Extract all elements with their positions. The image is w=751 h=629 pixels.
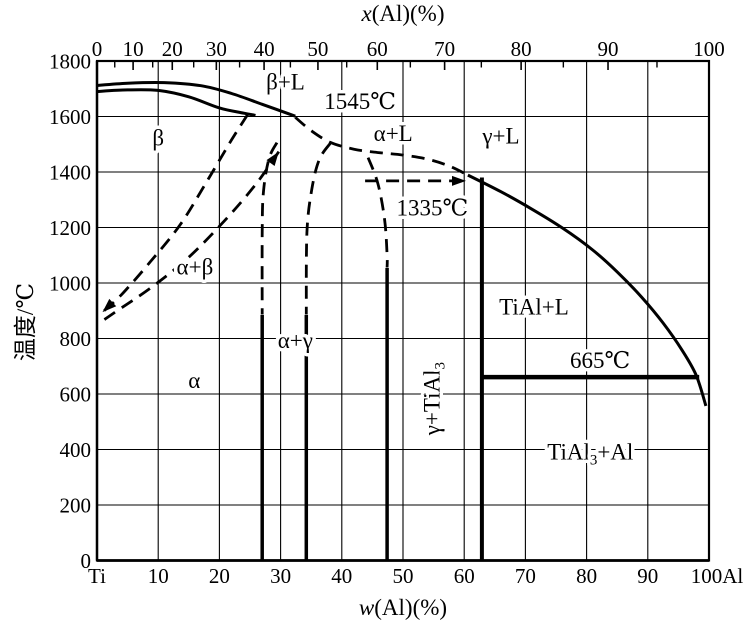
phase-label: 1335℃ xyxy=(397,196,469,221)
left-tick-label: 200 xyxy=(60,494,92,518)
gamma-dome-mid-dashed xyxy=(304,142,332,315)
left-tick-label: 800 xyxy=(60,327,92,351)
top-axis-title: x(Al)(%) xyxy=(97,1,709,27)
bottom-tick-label: 50 xyxy=(393,564,414,588)
phase-label: α+β xyxy=(177,254,214,279)
bottom-tick-label: 60 xyxy=(454,564,475,588)
bottom-axis-title: w(Al)(%) xyxy=(97,595,709,621)
top-tick-label: 0 xyxy=(92,37,103,61)
alpha-beta-upper-dashed xyxy=(101,113,249,314)
liquidus-beta xyxy=(96,80,296,118)
phase-label: α+γ xyxy=(278,328,313,353)
phase-label: γ+TiAl3 xyxy=(420,362,449,436)
bottom-tick-label: 20 xyxy=(209,564,230,588)
liquidus-mid-dashed xyxy=(294,116,469,177)
left-tick-label: 1400 xyxy=(49,161,91,185)
phase-label: 665℃ xyxy=(570,348,630,373)
arrow-beta-transus-end xyxy=(102,298,117,313)
top-tick-label: 70 xyxy=(434,37,455,61)
gamma-dome-right-dashed xyxy=(366,157,389,268)
left-tick-label: 400 xyxy=(60,438,92,462)
top-tick-label: 100 xyxy=(693,37,725,61)
top-tick-label: 20 xyxy=(162,37,183,61)
top-axis-variable: x xyxy=(361,1,372,26)
top-tick-label: 90 xyxy=(598,37,619,61)
bottom-axis-units: (Al)(%) xyxy=(374,595,448,620)
top-tick-label: 30 xyxy=(206,37,227,61)
left-tick-label: 600 xyxy=(60,383,92,407)
left-tick-label: 1200 xyxy=(49,216,91,240)
top-tick-label: 10 xyxy=(123,37,144,61)
left-tick-label: 1800 xyxy=(49,50,91,74)
bottom-tick-label: Ti xyxy=(88,564,106,588)
top-axis-units: (Al)(%) xyxy=(371,1,445,26)
bottom-tick-label: 100Al xyxy=(691,564,744,588)
bottom-tick-label: 80 xyxy=(576,564,597,588)
left-tick-label: 0 xyxy=(81,549,92,573)
phase-label: TiAl+L xyxy=(499,295,569,320)
liquidus-al-side xyxy=(467,173,708,407)
phase-label: α xyxy=(188,368,200,393)
phase-label: γ+L xyxy=(481,123,519,148)
arrow-isotherm-1335 xyxy=(452,175,466,186)
top-tick-label: 60 xyxy=(367,37,388,61)
left-tick-label: 1600 xyxy=(49,105,91,129)
bottom-axis-variable: w xyxy=(358,595,375,620)
alpha-beta-lower-dashed xyxy=(103,150,280,321)
phase-label: 1545℃ xyxy=(324,89,396,114)
phase-label: β+L xyxy=(266,70,305,95)
bottom-tick-label: 70 xyxy=(515,564,536,588)
left-tick-label: 1000 xyxy=(49,272,91,296)
phase-label: β xyxy=(152,125,164,150)
top-tick-label: 40 xyxy=(254,37,275,61)
gamma-dome-left-dashed xyxy=(260,141,279,315)
top-tick-label: 80 xyxy=(511,37,532,61)
phase-label: α+L xyxy=(374,121,413,146)
top-tick-label: 50 xyxy=(307,37,328,61)
bottom-tick-label: 10 xyxy=(148,564,169,588)
arrow-alpha-boundary xyxy=(266,151,279,166)
bottom-tick-label: 90 xyxy=(637,564,658,588)
bottom-tick-label: 40 xyxy=(331,564,352,588)
solidus-beta xyxy=(96,88,256,117)
phase-label: TiAl3+Al xyxy=(547,439,633,468)
bottom-tick-label: 30 xyxy=(270,564,291,588)
